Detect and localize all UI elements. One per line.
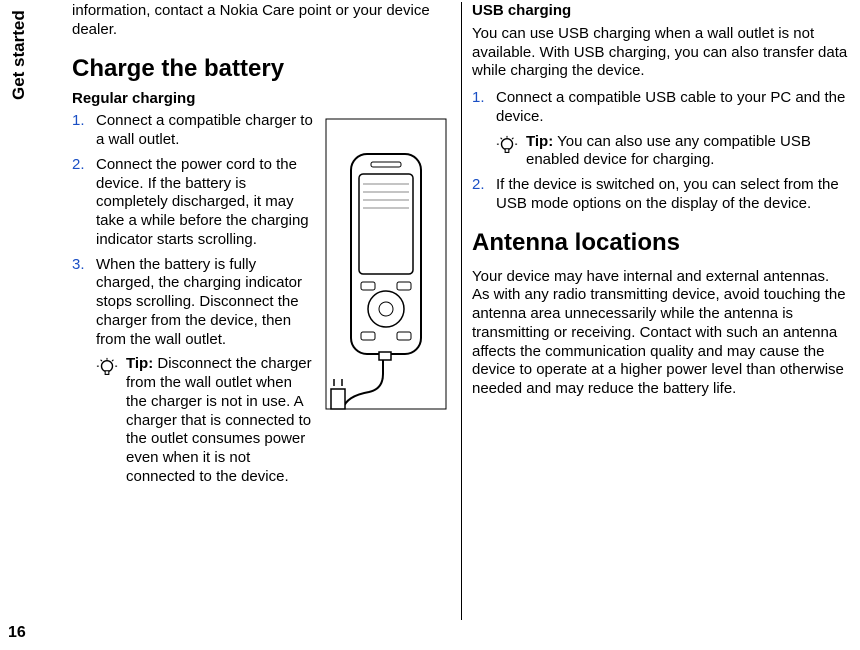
tip-block: Tip: Disconnect the charger from the wal… [72, 355, 315, 486]
heading-antenna-locations: Antenna locations [472, 228, 850, 258]
tip-body: Disconnect the charger from the wall out… [126, 355, 312, 485]
page-number: 16 [8, 624, 26, 642]
tip-lightbulb-icon [96, 357, 118, 379]
usb-tip-text: Tip: You can also use any compatible USB… [526, 133, 850, 171]
left-column: information, contact a Nokia Care point … [72, 2, 462, 620]
step-text: Connect a compatible USB cable to your P… [496, 89, 845, 125]
step-text: Connect a compatible charger to a wall o… [96, 112, 313, 148]
tip-label: Tip: [526, 133, 553, 150]
step-text: When the battery is fully charged, the c… [96, 256, 302, 348]
step-1: 1.Connect a compatible charger to a wall… [72, 112, 451, 150]
heading-charge-battery: Charge the battery [72, 54, 451, 84]
step-3: 3.When the battery is fully charged, the… [72, 256, 451, 350]
subheading-usb-charging: USB charging [472, 2, 850, 21]
usb-step-1: 1.Connect a compatible USB cable to your… [472, 89, 850, 170]
regular-charging-steps: 1.Connect a compatible charger to a wall… [72, 112, 451, 349]
tip-label: Tip: [126, 355, 153, 372]
tip-body: You can also use any compatible USB enab… [526, 133, 811, 169]
content: information, contact a Nokia Care point … [72, 2, 852, 620]
subheading-regular-charging: Regular charging [72, 90, 451, 109]
intro-text: information, contact a Nokia Care point … [72, 2, 451, 40]
side-tab: Get started [0, 0, 38, 100]
usb-tip-block: Tip: You can also use any compatible USB… [496, 133, 850, 171]
antenna-text: Your device may have internal and extern… [472, 268, 850, 399]
usb-charging-steps: 1.Connect a compatible USB cable to your… [472, 89, 850, 214]
usb-step-2: 2.If the device is switched on, you can … [472, 176, 850, 214]
right-column: USB charging You can use USB charging wh… [462, 2, 852, 620]
tip-text: Tip: Disconnect the charger from the wal… [126, 355, 315, 486]
step-2: 2.Connect the power cord to the device. … [72, 156, 451, 250]
usb-intro: You can use USB charging when a wall out… [472, 25, 850, 81]
step-text: If the device is switched on, you can se… [496, 176, 839, 212]
tip-lightbulb-icon [496, 135, 518, 157]
step-text: Connect the power cord to the device. If… [96, 156, 309, 248]
